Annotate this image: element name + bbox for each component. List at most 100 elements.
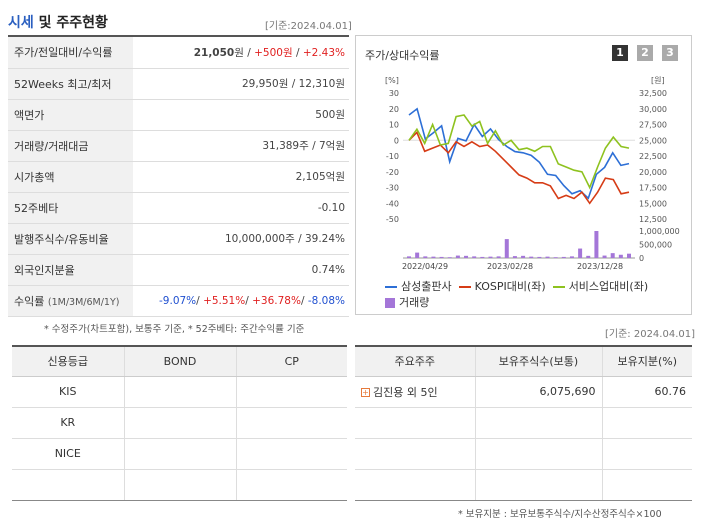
cell [235,469,347,501]
return-1m: -9.07% [159,294,197,307]
volume-bar [553,257,558,258]
legend-label: 삼성출판사 [401,280,452,293]
cell [601,469,692,501]
volume-bar [561,256,566,258]
volume-bar [594,231,599,258]
right-tick-label: 27,500 [639,121,667,130]
basis-date: [기준:2024.04.01] [265,21,352,32]
col-header: 보유주식수(보통) [474,346,602,377]
title-part2: 및 주주현황 [38,15,108,31]
cell [601,407,692,439]
table-row: 52Weeks 최고/최저 29,950원 / 12,310원 [8,68,349,100]
credit-rating-table: 신용등급 BOND CP KIS KR NICE [12,345,347,501]
col-header: 주요주주 [355,346,475,377]
cell: KR [12,407,124,439]
cell [474,469,602,501]
legend-item-stock: 삼성출판사 [385,280,452,293]
right-tick-label: 22,500 [639,152,667,161]
row-label: 52주베타 [8,192,133,224]
legend-swatch [385,286,397,288]
row-label: 52Weeks 최고/최저 [8,68,133,100]
table-header-row: 신용등급 BOND CP [12,346,347,377]
volume-bar [439,256,444,258]
row-value: 0.74% [133,254,349,286]
table-row: NICE [12,438,347,470]
left-tick-label: 10 [389,121,399,130]
price-change: +500원 [254,46,293,59]
volume-bar [569,256,574,258]
row-label: 액면가 [8,99,133,131]
row-value: 31,389주 / 7억원 [133,130,349,162]
row-value: 2,105억원 [133,161,349,193]
legend-item-service: 서비스업대비(좌) [552,280,648,293]
table-header-row: 주요주주 보유주식수(보통) 보유지분(%) [355,346,692,377]
chart-panel [355,35,692,315]
chart-tab-2[interactable]: 2 [637,45,653,61]
current-price: 21,050 [193,46,235,59]
col-header: 보유지분(%) [601,346,692,377]
volume-tick-label: 500,000 [639,241,672,250]
cell [474,438,602,470]
table-row: 시가총액 2,105억원 [8,161,349,193]
row-label: 외국인지분율 [8,254,133,286]
return-1y: -8.08% [307,294,345,307]
return-label-sub: (1M/3M/6M/1Y) [47,296,120,308]
divider [8,35,349,37]
cell [355,407,475,439]
right-tick-label: 15,000 [639,199,667,208]
legend-item-volume: 거래량 [385,294,429,310]
cell [474,407,602,439]
table-row: 액면가 500원 [8,99,349,131]
right-tick-label: 17,500 [639,184,667,193]
return-label: 수익률 [14,294,45,308]
chart-tab-3[interactable]: 3 [662,45,678,61]
row-value: -0.10 [133,192,349,224]
cell [235,376,347,408]
table-row [355,469,692,501]
shareholder-footnote: * 보유지분 : 보유보통주식수/지수산정주식수×100 [458,509,662,520]
table-row: KIS [12,376,347,408]
market-info-table: 주가/전일대비/수익률 21,050원 / +500원 / +2.43% 52W… [8,37,349,317]
volume-bar [447,257,452,258]
row-label: 수익률 (1M/3M/6M/1Y) [8,285,133,317]
volume-bar [455,255,460,258]
table-row: 발행주식수/유동비율 10,000,000주 / 39.24% [8,223,349,255]
cell [123,438,236,470]
section-title: 시세 및 주주현황 [8,12,108,32]
volume-bar [488,256,493,258]
volume-bar [464,255,469,258]
right-tick-label: 32,500 [639,89,667,98]
volume-bar [537,256,542,258]
col-header: BOND [123,346,236,377]
row-label: 발행주식수/유동비율 [8,223,133,255]
col-header: CP [235,346,347,377]
cell [355,469,475,501]
cell [601,438,692,470]
shareholder-name-cell[interactable]: + 김진용 외 5인 [355,376,475,408]
shareholder-table: 주요주주 보유주식수(보통) 보유지분(%) + 김진용 외 5인 6,075,6… [355,345,692,501]
col-header: 신용등급 [12,346,124,377]
right-tick-label: 25,000 [639,136,667,145]
market-footnote: * 수정주가(차트포함), 보통주 기준, * 52주베타: 주간수익률 기준 [44,324,305,335]
volume-bar [521,255,526,258]
left-tick-label: -10 [386,152,399,161]
chart-tab-1[interactable]: 1 [612,45,628,61]
price-rate: +2.43% [302,46,345,59]
shareholder-basis-date: [기준: 2024.04.01] [605,329,696,340]
share-percent: 60.76 [601,376,692,408]
table-row: 주가/전일대비/수익률 21,050원 / +500원 / +2.43% [8,37,349,69]
left-tick-label: -40 [386,199,399,208]
volume-bar [480,256,485,258]
cell [355,438,475,470]
series-line [408,130,630,205]
left-axis-unit: [%] [385,76,399,85]
left-tick-label: -50 [386,215,399,224]
return-3m: +5.51% [203,294,246,307]
volume-bar [578,248,583,258]
chart-legend: 삼성출판사 KOSPI대비(좌) 서비스업대비(좌) [385,278,648,294]
left-tick-label: 0 [394,136,399,145]
volume-bar [627,253,631,258]
expand-plus-icon[interactable]: + [361,388,370,397]
cell [123,376,236,408]
title-part1: 시세 [8,15,34,31]
